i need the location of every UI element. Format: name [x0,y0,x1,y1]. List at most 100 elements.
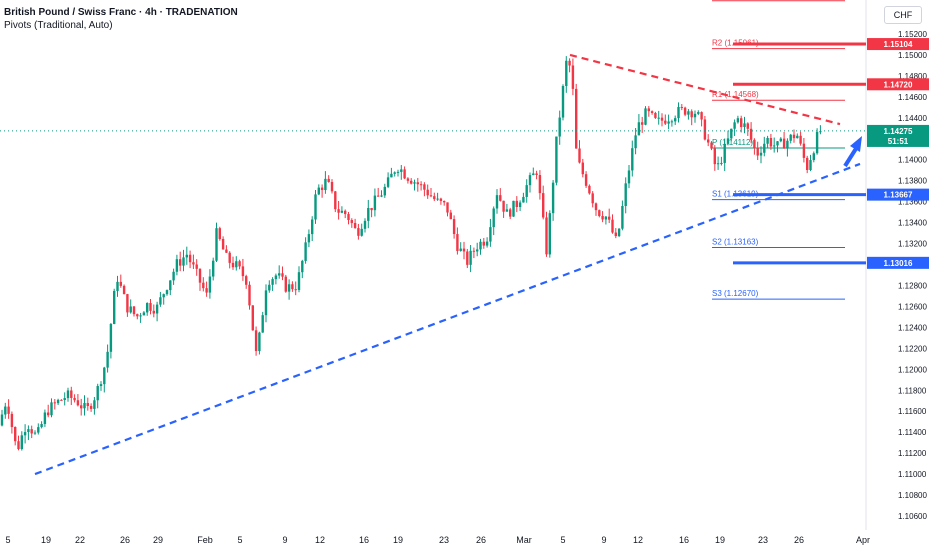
candle-body [584,174,588,186]
candle-body [268,284,271,291]
candle-body [634,135,637,149]
candle-body [555,136,558,183]
candle-body [241,266,245,277]
candle-body [581,162,584,175]
candle-body [396,171,400,173]
candle-body [248,284,251,306]
candle-body [235,261,238,268]
trendline-support[interactable] [34,162,861,476]
candle-body [334,191,337,210]
candle-body [360,228,363,236]
candle-body [198,268,202,283]
candle-body [733,122,736,129]
candle-body [749,128,753,140]
candle-body [697,112,700,114]
symbol-title[interactable]: British Pound / Swiss Franc · 4h · TRADE… [4,7,238,18]
candle-body [664,120,667,124]
candle-body [601,216,604,220]
time-axis[interactable]: 5 19 22 26 29 Feb 5 9 12 16 19 23 26 Mar 5 9 12 16 19 23 26 A… [5,535,870,545]
candle-body [726,138,730,144]
candle-body [116,281,119,291]
pivot-label: P (1.14112) [712,138,753,147]
candle-body [720,162,723,164]
candle-body [363,220,367,229]
candle-body [759,152,763,156]
candle-body [192,262,195,265]
candle-body [109,324,113,352]
candle-body [185,254,188,258]
candle-body [410,180,413,184]
candle-body [703,119,707,140]
candle-body [258,332,261,352]
candle-body [83,403,86,409]
candle-body [700,112,703,120]
candle-body [287,284,291,292]
level-badge [867,188,929,201]
price-tick-label: 1.11800 [898,386,927,395]
trendline-resistance[interactable] [569,53,841,126]
level-badge-label: 1.13667 [884,191,913,200]
candle-body [740,118,743,128]
candle-body [680,106,683,108]
candle-body [122,285,126,295]
price-tick-label: 1.13800 [898,177,927,186]
candle-body [753,139,756,148]
candle-body [558,117,561,137]
candle-body [631,148,634,171]
candle-body [320,187,324,191]
level-badge-label: 1.13016 [884,259,913,268]
candle-body [76,400,80,406]
candle-body [786,140,789,149]
candle-body [159,297,162,305]
time-tick-label: 26 [476,535,486,545]
candle-body [218,228,221,239]
price-tick-label: 1.12400 [898,323,927,332]
time-tick-label: Mar [516,535,532,545]
candle-body [667,121,670,124]
candle-body [66,390,70,399]
currency-badge[interactable]: CHF [884,6,922,24]
candle-body [406,178,410,181]
candle-body [162,294,165,298]
candle-body [344,210,347,215]
candle-body [254,330,258,352]
candle-body [799,135,802,144]
candle-body [10,413,14,428]
candle-body [80,405,83,409]
candle-body [297,272,301,290]
candle-body [337,209,340,213]
indicator-label[interactable]: Pivots (Traditional, Auto) [4,20,113,31]
candle-body [238,261,241,267]
candle-body [535,173,538,176]
price-axis[interactable]: 1.152001.150001.148001.146001.144001.142… [898,30,927,521]
candle-body [126,294,129,313]
candle-body [165,290,169,295]
candle-body [608,216,611,220]
candle-body [390,173,393,178]
candle-body [716,163,720,165]
candle-body [551,182,555,214]
candle-body [373,195,377,211]
price-tick-label: 1.12600 [898,302,927,311]
candle-body [413,182,416,184]
arrow-shaft[interactable] [843,145,859,168]
arrow-head[interactable] [850,136,862,152]
candle-body [93,400,96,409]
candle-body [261,315,264,333]
candle-body [403,169,406,179]
candle-body [545,217,548,255]
time-tick-label: 16 [679,535,689,545]
candle-body [221,238,225,250]
candle-body [779,138,782,142]
current-price-badge [867,124,929,147]
candle-body [561,85,565,118]
candle-body [271,279,274,285]
candle-body [228,252,231,263]
candle-body [7,406,10,414]
price-tick-label: 1.12000 [898,365,927,374]
price-tick-label: 1.14400 [898,114,927,123]
candle-body [641,122,644,125]
candle-body [231,262,235,268]
candle-body [155,304,159,314]
